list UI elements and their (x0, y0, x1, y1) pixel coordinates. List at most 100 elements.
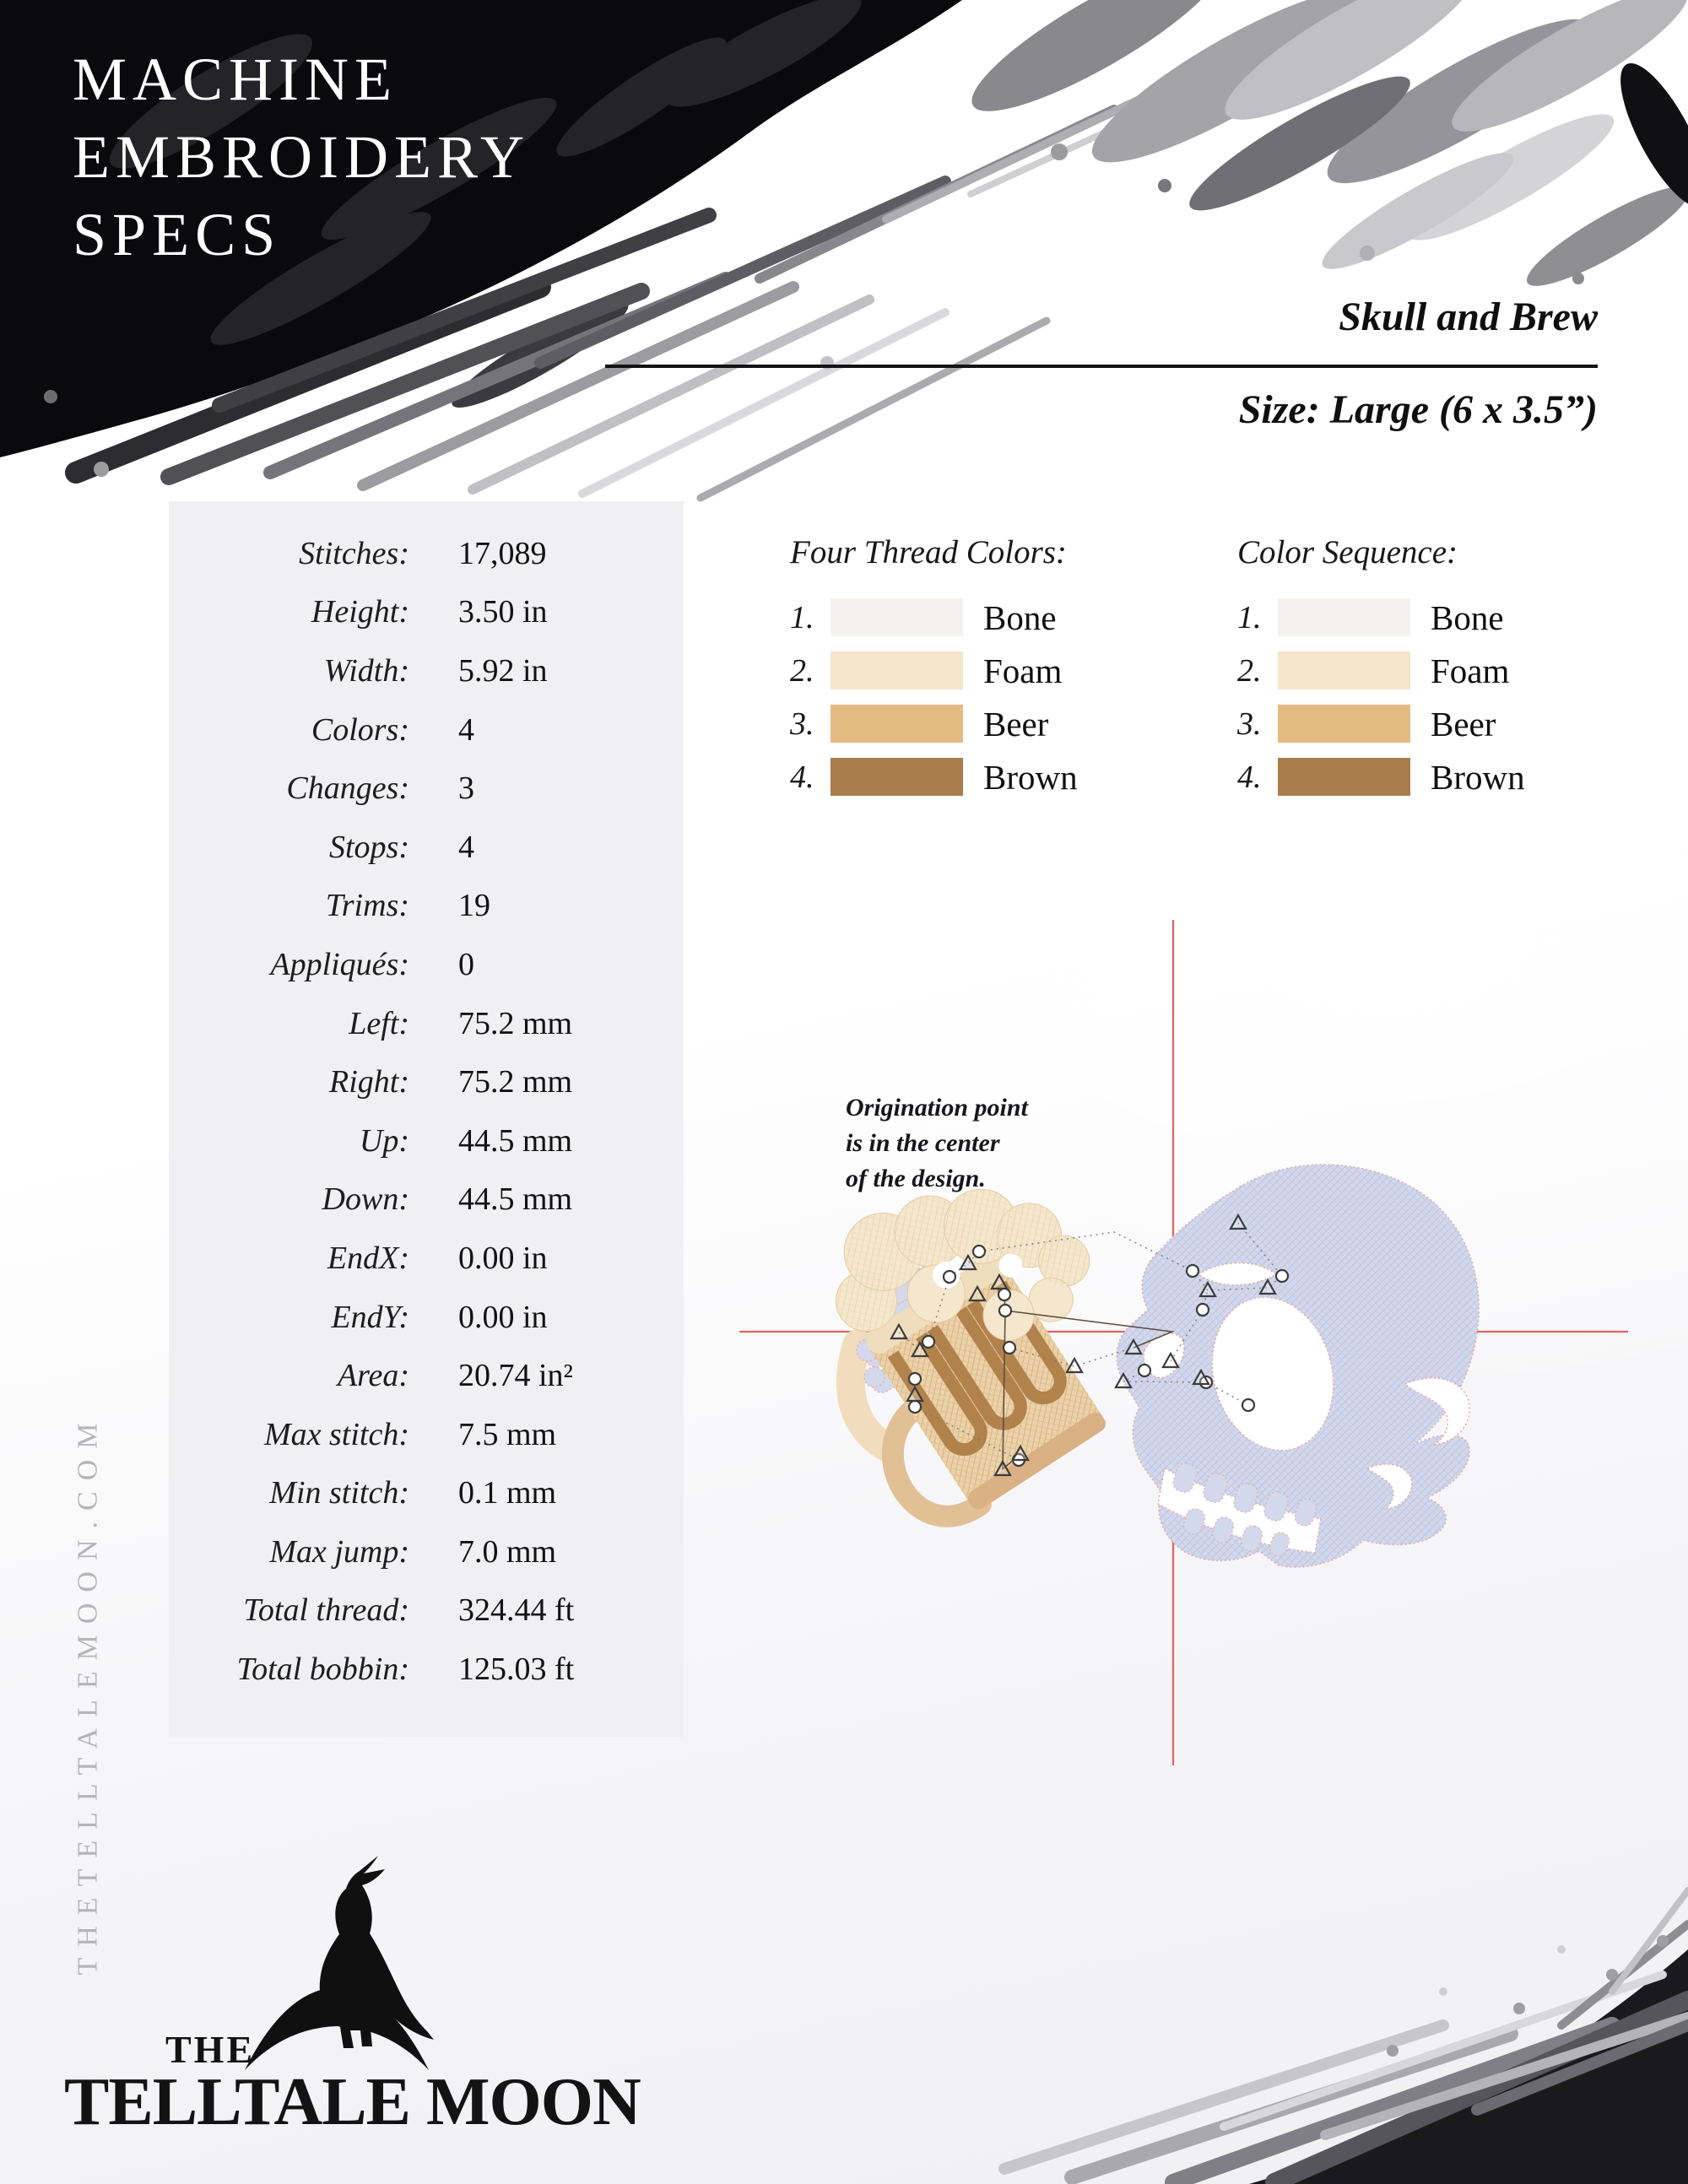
logo-text-the: THE (165, 2028, 256, 2071)
spec-row: EndY: 0.00 in (169, 1288, 684, 1347)
color-sequence-swatch (1278, 758, 1410, 796)
spec-label: Width: (323, 652, 409, 689)
color-sequence-row: 3. Beer (1237, 697, 1642, 750)
spec-label: Total bobbin: (236, 1652, 409, 1688)
logo-text-telltale-moon: TELLTALE MOON (64, 2065, 641, 2139)
page-title-line: MACHINE (73, 46, 398, 113)
beer-mug-art (836, 1188, 1106, 1527)
thread-color-number: 3. (790, 705, 814, 742)
thread-color-swatch (830, 705, 963, 743)
spec-row: Min stitch: 0.1 mm (169, 1464, 684, 1523)
design-name: Skull and Brew (1339, 295, 1598, 339)
spec-value: 75.2 mm (458, 1005, 573, 1041)
spec-row: Stitches: 17,089 (169, 524, 684, 583)
color-sequence-number: 4. (1237, 759, 1262, 795)
color-sequence-row: 2. Foam (1237, 644, 1642, 697)
spec-row: EndX: 0.00 in (169, 1229, 684, 1288)
spec-value: 7.0 mm (458, 1533, 557, 1570)
spec-value: 20.74 in² (458, 1358, 573, 1394)
spec-value: 0.00 in (458, 1299, 548, 1335)
spec-value: 324.44 ft (458, 1592, 575, 1629)
spec-label: Max stitch: (263, 1416, 409, 1452)
spec-row: Changes: 3 (169, 759, 684, 818)
origination-note: Origination point is in the center of th… (846, 1090, 1028, 1197)
telltale-moon-logo (245, 1856, 434, 2070)
spec-label: Max jump: (269, 1533, 409, 1570)
spec-label: EndX: (327, 1240, 409, 1276)
color-sequence-swatch (1278, 705, 1410, 743)
spec-label: EndY: (331, 1299, 409, 1335)
spec-value: 0.1 mm (458, 1475, 557, 1511)
spec-value: 75.2 mm (458, 1064, 573, 1100)
color-sequence-row: 4. Brown (1237, 750, 1642, 803)
thread-color-row: 2. Foam (790, 644, 1195, 697)
spec-value: 44.5 mm (458, 1122, 573, 1159)
thread-color-name: Bone (983, 597, 1057, 637)
spec-value: 4 (458, 829, 474, 865)
spec-row: Down: 44.5 mm (169, 1170, 684, 1230)
design-preview (739, 920, 1628, 1765)
color-sequence-name: Bone (1431, 597, 1504, 637)
thread-colors-heading: Four Thread Colors: (790, 534, 1067, 570)
spec-label: Trims: (325, 888, 409, 924)
thread-color-name: Beer (983, 704, 1049, 743)
origination-note-line: Origination point (846, 1094, 1028, 1122)
page-title-line: SPECS (73, 201, 282, 268)
thread-color-swatch (830, 758, 963, 796)
thread-color-number: 4. (790, 759, 814, 795)
spec-row: Area: 20.74 in² (169, 1346, 684, 1405)
spec-value: 0 (458, 946, 474, 982)
spec-row: Left: 75.2 mm (169, 994, 684, 1053)
spec-value: 5.92 in (458, 652, 548, 689)
spec-label: Colors: (311, 711, 409, 748)
spec-row: Trims: 19 (169, 877, 684, 936)
spec-row: Up: 44.5 mm (169, 1111, 684, 1170)
header-brush-art (0, 0, 1688, 502)
spec-row: Appliqués: 0 (169, 935, 684, 994)
color-sequence-swatch (1278, 651, 1410, 689)
thread-color-swatch (830, 651, 963, 689)
color-sequence-heading: Color Sequence: (1237, 534, 1458, 570)
spec-label: Stitches: (299, 535, 409, 571)
spec-row: Height: 3.50 in (169, 583, 684, 642)
thread-color-number: 2. (790, 652, 814, 689)
color-sequence-swatch (1278, 598, 1410, 636)
color-sequence-name: Foam (1431, 651, 1510, 690)
thread-color-row: 4. Brown (790, 750, 1195, 803)
spec-label: Right: (329, 1064, 409, 1100)
design-size-label: Size: Large (6 x 3.5”) (1238, 387, 1598, 432)
spec-row: Colors: 4 (169, 700, 684, 760)
color-sequence-name: Beer (1431, 704, 1496, 743)
spec-row: Total bobbin: 125.03 ft (169, 1640, 684, 1699)
mug-handle (881, 1398, 992, 1527)
spec-label: Left: (349, 1005, 409, 1041)
color-sequence-row: 1. Bone (1237, 591, 1642, 644)
crow-icon (319, 1856, 434, 2048)
spec-label: Stops: (329, 829, 409, 865)
spec-row: Max stitch: 7.5 mm (169, 1405, 684, 1464)
thread-colors-section: Four Thread Colors: 1. Bone 2. Foam 3. B… (790, 533, 1195, 803)
spec-label: Appliqués: (270, 946, 409, 982)
spec-value: 4 (458, 711, 474, 748)
spec-label: Total thread: (243, 1592, 409, 1629)
website-url-vertical: THETELLTALEMOON.COM (72, 1412, 104, 1976)
color-sequence-number: 1. (1237, 599, 1262, 635)
spec-value: 19 (458, 888, 490, 924)
origination-note-line: of the design. (846, 1165, 986, 1192)
spec-value: 125.03 ft (458, 1652, 575, 1688)
thread-color-name: Foam (983, 651, 1063, 690)
thread-color-swatch (830, 598, 963, 636)
spec-row: Max jump: 7.0 mm (169, 1522, 684, 1581)
color-sequence-name: Brown (1431, 757, 1525, 797)
color-sequence-section: Color Sequence: 1. Bone 2. Foam 3. Beer … (1237, 533, 1642, 803)
footer-brush-art (998, 1887, 1688, 2184)
spec-label: Area: (337, 1358, 409, 1394)
spec-value: 3 (458, 770, 474, 807)
stitch-markers (890, 1213, 1290, 1477)
origination-note-line: is in the center (846, 1129, 1000, 1157)
thread-color-name: Brown (983, 757, 1078, 797)
specs-panel: Stitches: 17,089 Height: 3.50 in Width: … (169, 501, 684, 1737)
spec-label: Down: (322, 1181, 409, 1218)
spec-row: Total thread: 324.44 ft (169, 1581, 684, 1641)
